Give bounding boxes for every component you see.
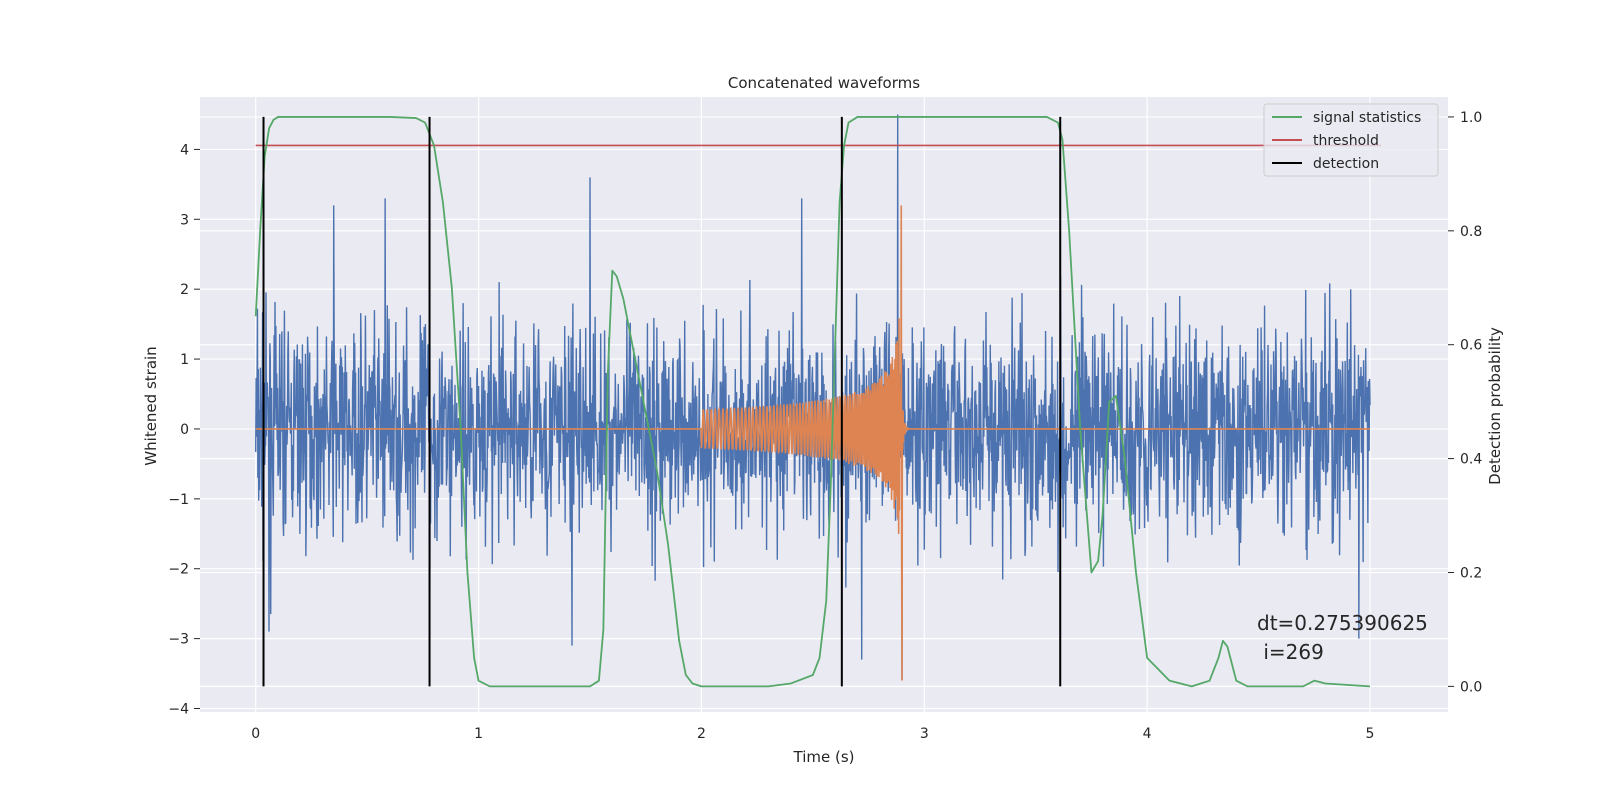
y-axis-label: Whitened strain [142,346,160,465]
y-tick-label: 3 [180,212,189,228]
annotation-i: i=269 [1257,640,1324,664]
x-axis-label: Time (s) [793,748,855,766]
y-tick-label: −2 [168,562,189,578]
x-tick-label: 0 [251,726,260,742]
y2-tick-label: 0.6 [1460,338,1482,354]
legend-label-threshold: threshold [1313,133,1379,149]
x-tick-label: 2 [697,726,706,742]
y2-tick-label: 1.0 [1460,110,1482,126]
y2-tick-label: 0.2 [1460,565,1482,581]
y2-tick-label: 0.0 [1460,679,1482,695]
tick-labels: 0 1 2 3 4 5 −4 −3 −2 −1 0 1 2 3 4 0.0 0.2 0.4 0.6 0.8 1.0 [168,110,1482,742]
y2-tick-label: 0.4 [1460,452,1482,468]
y-tick-label: 1 [180,352,189,368]
legend-box [1263,103,1439,177]
x-tick-label: 3 [920,726,929,742]
signal-statistics-line [254,116,1371,688]
y2-axis-label: Detection probability [1486,327,1504,485]
y-tick-label: −4 [168,702,189,718]
plot-area [254,114,1382,688]
y-tick-label: 2 [180,282,189,298]
y2-tick-label: 0.8 [1460,224,1482,240]
y-tick-label: −3 [168,632,189,648]
chirp-template-line [255,205,1370,681]
y-tick-label: −1 [168,492,189,508]
legend: signal statistics threshold detection [1263,103,1439,177]
legend-label-signal-statistics: signal statistics [1313,110,1421,126]
x-tick-label: 5 [1366,726,1375,742]
annotation-dt: dt=0.275390625 [1257,611,1428,635]
x-tick-label: 4 [1143,726,1152,742]
y-tick-label: 0 [180,422,189,438]
x-tick-label: 1 [474,726,483,742]
chart-title: Concatenated waveforms [728,74,920,92]
legend-label-detection: detection [1313,156,1379,172]
y-tick-label: 4 [180,142,189,158]
